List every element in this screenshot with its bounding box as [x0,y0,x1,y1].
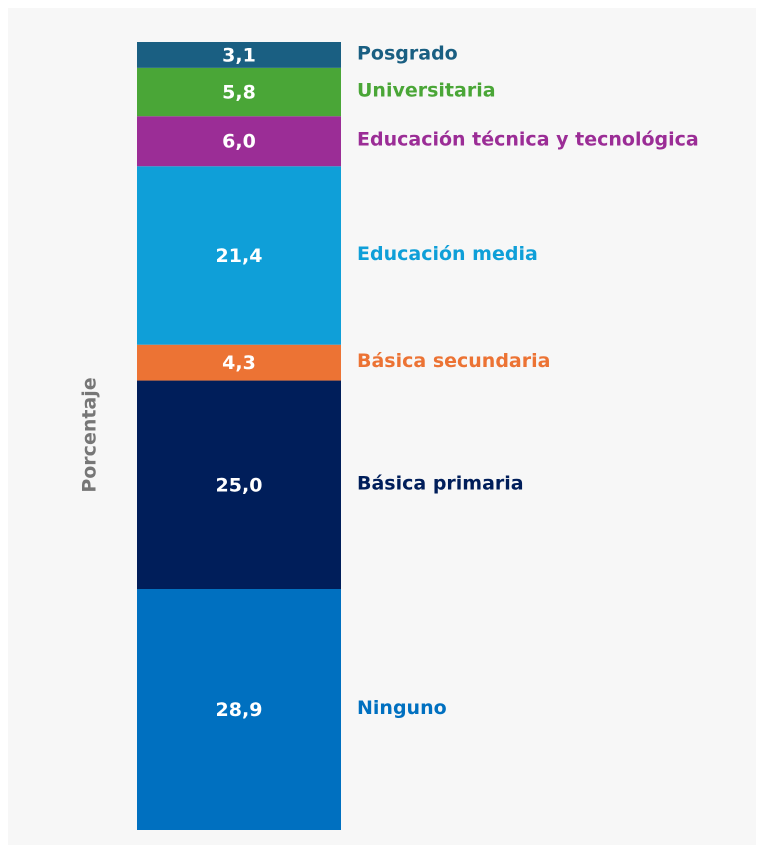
bar-segment [137,116,341,167]
segment-label: Educación media [357,243,538,265]
segment-label: Ninguno [357,697,447,719]
value-label: 25,0 [216,474,263,496]
value-label: 21,4 [216,245,263,267]
value-label: 5,8 [222,82,256,104]
bar-segment [137,67,341,117]
segment-label: Básica primaria [357,472,524,494]
value-label: 4,3 [222,352,256,374]
segment-label: Posgrado [357,42,458,64]
bar-segment [137,589,341,830]
segment-label: Básica secundaria [357,350,550,372]
segment-label: Universitaria [357,80,496,102]
value-label: 3,1 [222,44,256,66]
segment-label: Educación técnica y tecnológica [357,129,699,151]
bar-segment [137,166,341,345]
value-label: 28,9 [216,699,263,721]
bar-segment [137,42,341,68]
bar-segment [137,380,341,590]
chart-background [8,8,756,845]
bar-segment [137,344,341,381]
value-label: 6,0 [222,131,256,153]
y-axis-label: Porcentaje [79,377,101,492]
